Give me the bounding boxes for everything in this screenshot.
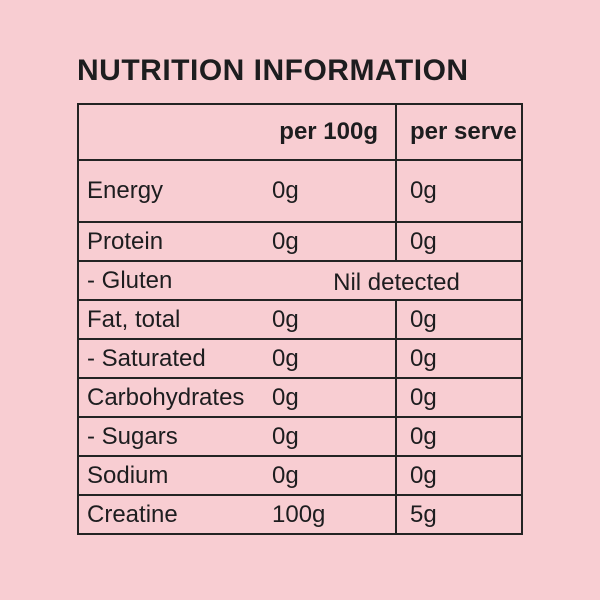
per-100g-value: 100g (272, 500, 326, 528)
per-100g-value: 0g (272, 177, 299, 204)
per-100g-value: 0g (272, 227, 299, 255)
row-label: - Sugars (87, 422, 178, 450)
row-label: Sodium (87, 461, 169, 489)
row-label: Carbohydrates (87, 383, 245, 411)
per-serve-value: 5g (395, 496, 521, 533)
per-100g-value: 0g (272, 305, 299, 333)
per-100g-value: 0g (272, 461, 299, 489)
row-label: Energy (87, 177, 164, 204)
table-row-gluten: - Gluten Nil detected (79, 260, 521, 299)
table-row-saturated: - Saturated 0g 0g (79, 338, 521, 377)
table-header-row: per 100g per serve (79, 105, 521, 159)
table-row-carbohydrates: Carbohydrates 0g 0g (79, 377, 521, 416)
per-100g-value: 0g (272, 383, 299, 411)
per-serve-value: 0g (395, 223, 521, 260)
per-serve-value: 0g (395, 340, 521, 377)
table-row-sugars: - Sugars 0g 0g (79, 416, 521, 455)
column-header-per-serve: per serve (395, 105, 521, 159)
row-label: - Saturated (87, 344, 206, 372)
per-100g-value: 0g (272, 344, 299, 372)
table-row-fat-total: Fat, total 0g 0g (79, 299, 521, 338)
row-label: - Gluten (87, 266, 173, 294)
per-serve-value: 0g (395, 301, 521, 338)
table-row-energy: Energy 0g 0g (79, 159, 521, 221)
per-100g-value: 0g (272, 422, 299, 450)
per-serve-value: 0g (395, 457, 521, 494)
per-serve-value: 0g (395, 379, 521, 416)
table-row-sodium: Sodium 0g 0g (79, 455, 521, 494)
row-label: Creatine (87, 500, 178, 528)
row-label: Fat, total (87, 305, 181, 333)
column-header-per-100g: per 100g (279, 118, 378, 145)
merged-value: Nil detected (333, 268, 460, 296)
page-title: NUTRITION INFORMATION (77, 54, 469, 87)
row-label: Protein (87, 227, 164, 255)
table-row-protein: Protein 0g 0g (79, 221, 521, 260)
table-row-creatine: Creatine 100g 5g (79, 494, 521, 533)
nutrition-table: per 100g per serve Energy 0g 0g Protein … (77, 103, 523, 535)
per-serve-value: 0g (395, 418, 521, 455)
per-serve-value: 0g (395, 161, 521, 221)
